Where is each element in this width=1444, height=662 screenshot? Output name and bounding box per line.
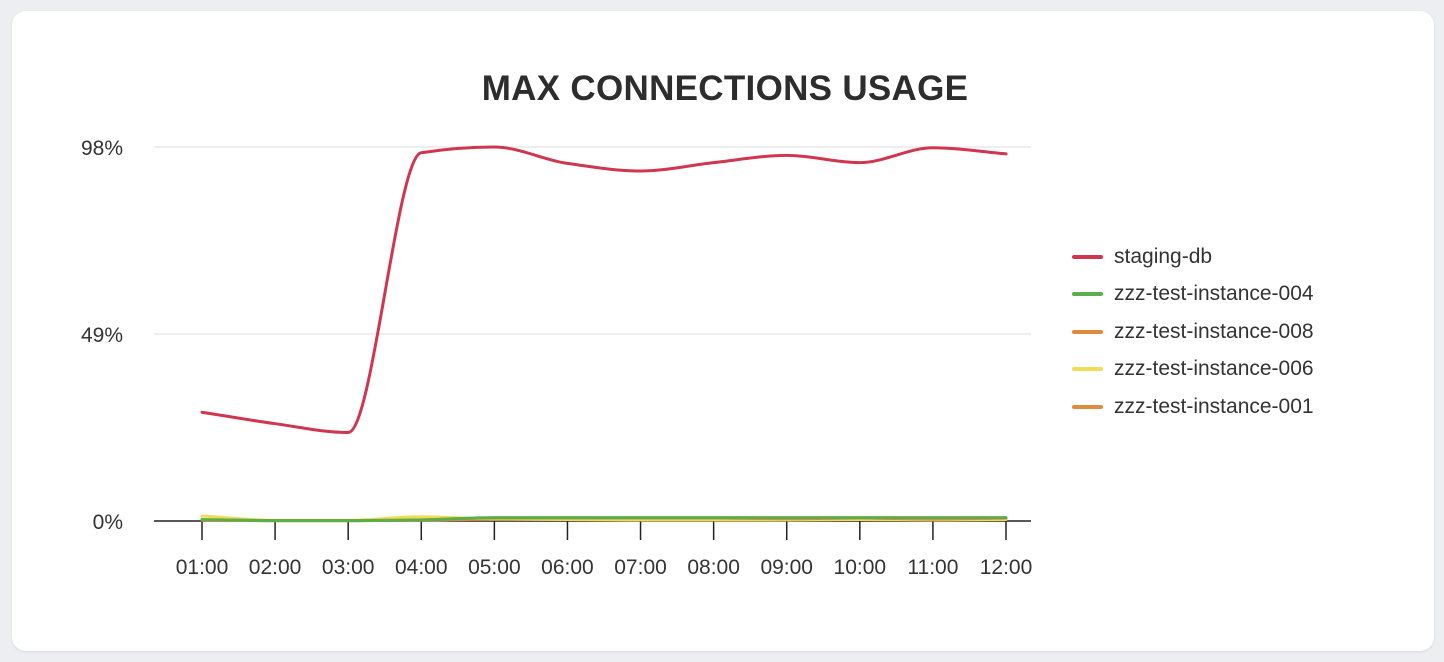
grid-lines (154, 146, 1031, 335)
x-tick-label: 09:00 (760, 556, 813, 579)
chart-card (12, 11, 1434, 651)
x-tick-label: 06:00 (541, 556, 594, 579)
x-tick-label: 04:00 (395, 556, 448, 579)
x-tick-label: 12:00 (980, 556, 1033, 579)
y-tick-label: 49% (81, 324, 123, 347)
legend-item[interactable]: zzz-test-instance-008 (1072, 313, 1314, 351)
legend-label: staging-db (1114, 244, 1213, 268)
x-tick-label: 02:00 (249, 556, 302, 579)
legend-label: zzz-test-instance-006 (1114, 357, 1314, 381)
y-axis-ticks: 0% 49% 98% (81, 137, 123, 534)
legend-item[interactable]: staging-db (1072, 238, 1314, 276)
y-tick-label: 98% (81, 137, 123, 160)
legend-swatch (1072, 292, 1103, 297)
legend-swatch (1072, 254, 1103, 259)
x-tick-label: 10:00 (834, 556, 887, 579)
legend-label: zzz-test-instance-008 (1114, 319, 1314, 343)
x-tick-label: 07:00 (614, 556, 667, 579)
chart-title: MAX CONNECTIONS USAGE (481, 69, 969, 108)
x-axis: 01:00 02:00 03:00 04:00 05:00 06:00 07:00 08:00… (154, 520, 1033, 579)
x-tick-label: 05:00 (468, 556, 521, 579)
x-tick-label: 01:00 (176, 556, 229, 579)
legend-label: zzz-test-instance-004 (1114, 282, 1314, 306)
legend-item[interactable]: zzz-test-instance-001 (1072, 388, 1314, 426)
x-tick-label: 11:00 (907, 556, 958, 579)
legend-item[interactable]: zzz-test-instance-004 (1072, 276, 1314, 314)
legend-item[interactable]: zzz-test-instance-006 (1072, 351, 1314, 389)
legend-swatch (1072, 404, 1103, 409)
legend-swatch (1072, 329, 1103, 334)
legend: staging-db zzz-test-instance-004 zzz-test-… (1072, 238, 1314, 426)
x-tick-label: 03:00 (322, 556, 375, 579)
series-lines (200, 145, 1008, 523)
x-tick-label: 08:00 (687, 556, 740, 579)
y-tick-label: 0% (93, 511, 123, 534)
legend-label: zzz-test-instance-001 (1114, 394, 1314, 418)
legend-swatch (1072, 367, 1103, 372)
series-line-staging-db (200, 145, 1008, 434)
series-line-zzz-test-instance-004 (200, 516, 1008, 523)
